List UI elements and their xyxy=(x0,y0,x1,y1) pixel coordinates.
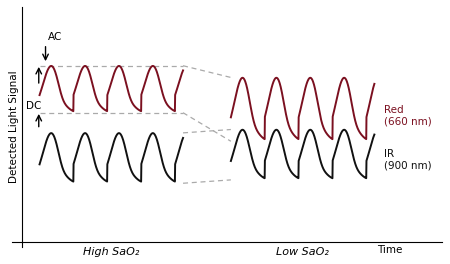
Text: DC: DC xyxy=(26,101,41,111)
Text: High SaO₂: High SaO₂ xyxy=(83,247,140,257)
Text: IR
(900 nm): IR (900 nm) xyxy=(384,149,432,171)
Y-axis label: Detected Light Signal: Detected Light Signal xyxy=(9,71,19,183)
Text: Time: Time xyxy=(377,244,402,254)
Text: Red
(660 nm): Red (660 nm) xyxy=(384,105,432,126)
Text: AC: AC xyxy=(48,32,62,42)
Text: Low SaO₂: Low SaO₂ xyxy=(276,247,329,257)
